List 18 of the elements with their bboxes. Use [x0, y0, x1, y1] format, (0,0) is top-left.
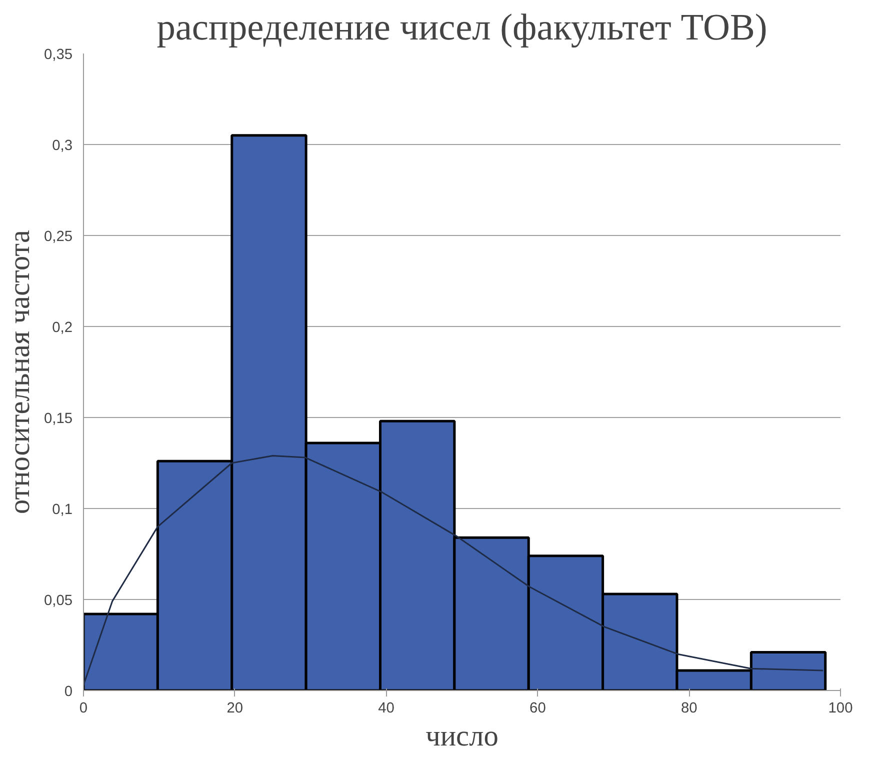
x-tick-label: 80	[680, 700, 698, 716]
x-tick-label: 40	[378, 700, 394, 716]
chart-title: распределение чисел (факультет ТОВ)	[156, 8, 768, 48]
y-tick-label: 0,15	[44, 411, 73, 427]
x-tick-label: 20	[226, 700, 244, 716]
x-tick-label: 100	[828, 700, 853, 716]
x-tick-label: 60	[530, 700, 546, 716]
y-tick-label: 0	[64, 684, 73, 700]
line-series	[84, 454, 824, 686]
y-axis-title: относительная частота	[4, 230, 36, 514]
y-tick-label: 0,25	[44, 229, 73, 245]
y-tick-label: 0,35	[44, 47, 73, 63]
x-axis-title: число	[426, 720, 498, 752]
y-tick-label: 0,2	[52, 320, 72, 336]
y-tick-label: 0,05	[44, 593, 73, 609]
x-tick-label: 0	[79, 700, 88, 716]
y-tick-label: 0,1	[52, 502, 72, 518]
y-tick-label: 0,3	[52, 138, 72, 154]
